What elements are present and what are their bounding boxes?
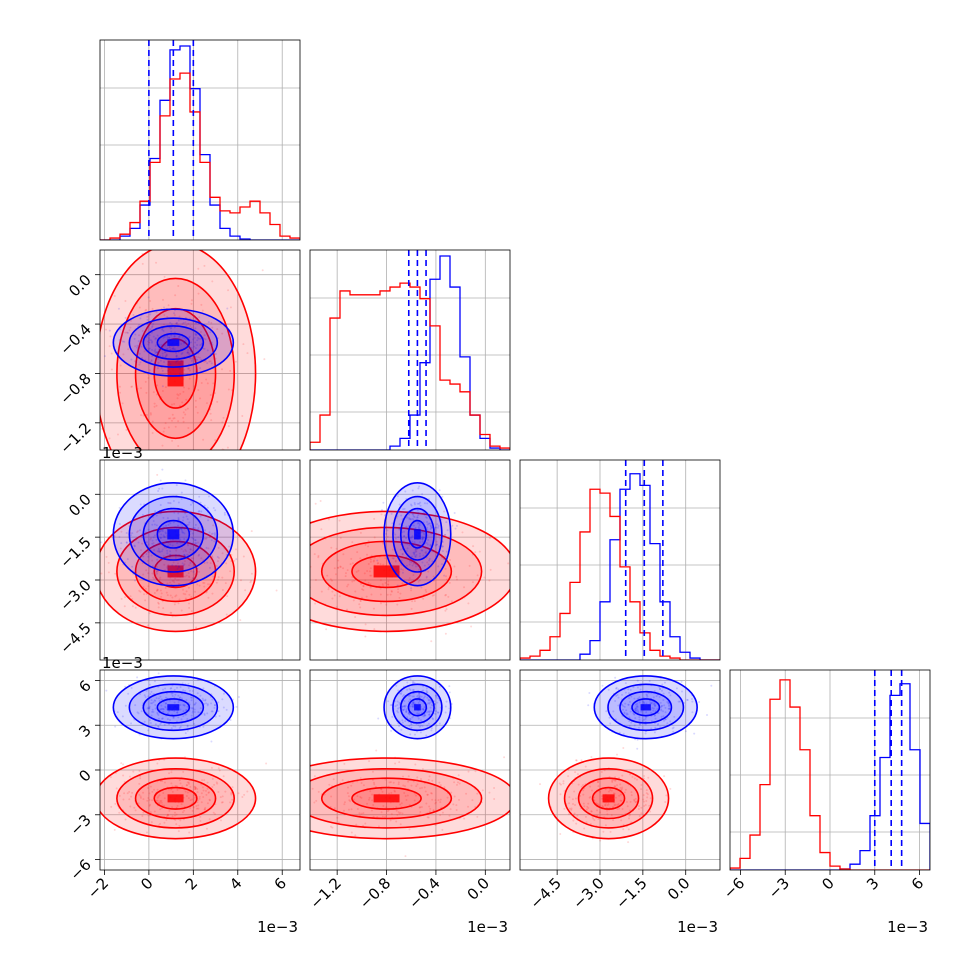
- panel-content-2-2: [520, 460, 720, 660]
- panel-1-1: [309, 249, 511, 451]
- x-tick-label-2-2: −1.5: [612, 874, 650, 912]
- panel-frame-3-2: [519, 669, 721, 871]
- panel-2-1: [309, 459, 511, 661]
- panel-3-3: −6 −3 0 3 6 1e−3: [720, 669, 931, 936]
- y-tick-label-3-3: 3: [75, 721, 94, 740]
- x-tick-label-0-1: 0: [137, 874, 156, 893]
- histogram-blue-3: [730, 683, 930, 870]
- x-tick-label-2-3: 0.0: [664, 874, 694, 904]
- panel-3-1: −1.2 −0.8 −0.4 0.0 1e−3: [306, 669, 511, 936]
- y-tick-label-2-1: −3.0: [56, 576, 94, 614]
- x-exponent-label-1: 1e−3: [467, 918, 508, 936]
- x-tick-label-0-4: 6: [271, 874, 290, 893]
- panel-2-2: [519, 459, 721, 661]
- y-tick-label-1-0: −1.2: [56, 419, 94, 457]
- density-peak-red-3-1: [373, 794, 400, 803]
- panel-3-0: −2 0 2 4 6 1e−3 −6 −3 0 3 6: [66, 669, 301, 936]
- x-tick-label-2-1: −3.0: [569, 874, 607, 912]
- y-tick-label-2-3: 0.0: [65, 490, 95, 520]
- contour-red-3-1-0: [310, 757, 510, 840]
- histogram-red-2: [520, 488, 720, 660]
- x-exponent-label-2: 1e−3: [677, 918, 718, 936]
- x-tick-label-3-1: −3: [765, 874, 793, 902]
- histogram-red-1: [310, 282, 510, 450]
- x-tick-label-2-0: −4.5: [526, 874, 564, 912]
- panel-content-0-0: [100, 40, 300, 240]
- panel-0-0: [99, 39, 301, 241]
- density-peak-blue-2-1: [414, 529, 421, 540]
- y-tick-label-3-2: 0: [75, 766, 94, 785]
- panel-content-3-3: [730, 670, 930, 870]
- density-peak-blue-3-2: [640, 704, 651, 711]
- y-tick-label-3-1: −3: [66, 811, 94, 839]
- density-peak-blue-1-0: [167, 339, 180, 346]
- y-tick-label-2-0: −4.5: [56, 619, 94, 657]
- panel-content-1-0: [100, 250, 300, 450]
- panel-frame-1-0: [99, 249, 301, 451]
- panel-frame-2-2: [519, 459, 721, 661]
- panel-2-0: −4.5 −3.0 −1.5 0.0 1e−3: [56, 459, 301, 672]
- x-tick-label-0-3: 4: [226, 874, 245, 893]
- panel-content-3-1: [310, 670, 510, 870]
- x-tick-label-0-2: 2: [182, 874, 201, 893]
- density-peak-red-3-2: [602, 794, 615, 803]
- y-tick-label-3-4: 6: [75, 677, 94, 696]
- x-tick-label-3-4: 6: [908, 874, 927, 893]
- panel-content-3-0: [100, 670, 300, 870]
- x-exponent-label-3: 1e−3: [887, 918, 928, 936]
- y-exponent-label-1: 1e−3: [102, 444, 143, 462]
- panel-3-2: −4.5 −3.0 −1.5 0.0 1e−3: [519, 669, 721, 936]
- density-peak-blue-3-0: [167, 704, 180, 711]
- panel-content-2-1: [310, 460, 510, 660]
- y-tick-label-3-0: −6: [66, 856, 94, 884]
- y-tick-label-1-2: −0.4: [56, 320, 94, 358]
- x-tick-label-3-3: 3: [863, 874, 882, 893]
- x-tick-label-1-2: −0.4: [405, 874, 443, 912]
- panel-content-3-2: [520, 670, 720, 870]
- x-exponent-label-0: 1e−3: [257, 918, 298, 936]
- panel-frame-2-0: [99, 459, 301, 661]
- contour-red-2-1-0: [310, 510, 510, 633]
- x-tick-label-1-3: 0.0: [464, 874, 494, 904]
- x-tick-label-3-2: 0: [818, 874, 837, 893]
- y-tick-label-1-3: 0.0: [65, 271, 95, 301]
- panel-frame-3-1: [309, 669, 511, 871]
- density-peak-red-3-0: [167, 794, 184, 803]
- panel-frame-1-1: [309, 249, 511, 451]
- x-tick-label-0-0: −2: [84, 874, 112, 902]
- histogram-red-3: [730, 679, 930, 870]
- panel-frame-2-1: [309, 459, 511, 661]
- density-peak-blue-2-0: [167, 529, 180, 540]
- panel-frame-0-0: [99, 39, 301, 241]
- y-tick-label-1-1: −0.8: [56, 370, 94, 408]
- histogram-red-0: [100, 72, 300, 240]
- panel-content-2-0: [100, 460, 300, 660]
- x-tick-label-3-0: −6: [720, 874, 748, 902]
- panel-content-1-1: [310, 250, 510, 450]
- y-tick-label-2-2: −1.5: [56, 533, 94, 571]
- x-tick-label-1-0: −1.2: [306, 874, 344, 912]
- panel-1-0: −1.2 −0.8 −0.4 0.0 1e−3: [56, 249, 301, 462]
- density-peak-blue-3-1: [414, 704, 421, 711]
- histogram-blue-2: [520, 473, 720, 660]
- y-exponent-label-2: 1e−3: [102, 654, 143, 672]
- x-tick-label-1-1: −0.8: [356, 874, 394, 912]
